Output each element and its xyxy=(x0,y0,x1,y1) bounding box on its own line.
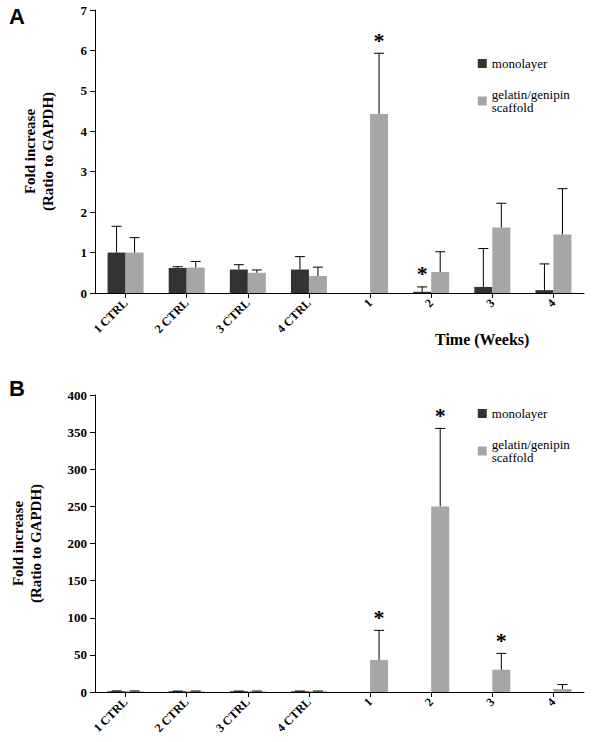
svg-text:4 CTRL: 4 CTRL xyxy=(274,296,314,336)
svg-text:7: 7 xyxy=(81,3,88,18)
svg-text:scaffold: scaffold xyxy=(492,100,534,115)
svg-text:5: 5 xyxy=(81,83,88,98)
svg-text:1: 1 xyxy=(361,695,375,709)
svg-text:2: 2 xyxy=(422,296,436,310)
svg-text:1 CTRL: 1 CTRL xyxy=(91,695,131,735)
svg-text:Fold increase: Fold increase xyxy=(10,501,26,586)
svg-text:2: 2 xyxy=(422,695,436,709)
svg-text:50: 50 xyxy=(74,647,87,662)
svg-text:monolayer: monolayer xyxy=(492,56,548,71)
svg-text:scaffold: scaffold xyxy=(492,450,534,465)
svg-text:1: 1 xyxy=(361,296,375,310)
svg-text:4 CTRL: 4 CTRL xyxy=(274,695,314,735)
svg-text:350: 350 xyxy=(68,425,88,440)
svg-text:150: 150 xyxy=(68,573,88,588)
svg-text:*: * xyxy=(435,403,446,428)
svg-text:*: * xyxy=(496,628,507,653)
svg-text:3 CTRL: 3 CTRL xyxy=(213,296,253,336)
svg-text:100: 100 xyxy=(68,610,88,625)
svg-text:3: 3 xyxy=(483,695,497,709)
svg-text:(Ratio to GAPDH): (Ratio to GAPDH) xyxy=(40,92,57,211)
svg-text:4: 4 xyxy=(544,296,558,310)
svg-text:0: 0 xyxy=(81,286,88,301)
svg-text:(Ratio to GAPDH): (Ratio to GAPDH) xyxy=(28,484,45,603)
svg-text:4: 4 xyxy=(544,695,558,709)
svg-text:400: 400 xyxy=(68,388,88,403)
svg-text:3: 3 xyxy=(81,164,88,179)
svg-text:300: 300 xyxy=(68,462,88,477)
svg-text:2 CTRL: 2 CTRL xyxy=(152,296,192,336)
svg-text:gelatin/genipin: gelatin/genipin xyxy=(491,437,573,452)
svg-text:*: * xyxy=(417,261,428,286)
svg-text:Fold increase: Fold increase xyxy=(22,109,38,194)
svg-text:gelatin/genipin: gelatin/genipin xyxy=(491,87,573,102)
svg-text:0: 0 xyxy=(81,685,88,700)
svg-text:monolayer: monolayer xyxy=(492,406,548,421)
svg-text:6: 6 xyxy=(81,43,88,58)
svg-text:1 CTRL: 1 CTRL xyxy=(91,296,131,336)
svg-text:2 CTRL: 2 CTRL xyxy=(152,695,192,735)
svg-text:*: * xyxy=(374,605,385,630)
svg-text:3 CTRL: 3 CTRL xyxy=(213,695,253,735)
svg-text:Time (Weeks): Time (Weeks) xyxy=(435,331,529,349)
svg-text:4: 4 xyxy=(81,124,88,139)
svg-text:200: 200 xyxy=(68,536,88,551)
svg-text:A: A xyxy=(9,4,25,29)
svg-text:1: 1 xyxy=(81,245,88,260)
svg-text:2: 2 xyxy=(81,205,88,220)
svg-text:B: B xyxy=(9,376,25,401)
svg-text:3: 3 xyxy=(483,296,497,310)
svg-text:*: * xyxy=(374,28,385,53)
svg-text:250: 250 xyxy=(68,499,88,514)
